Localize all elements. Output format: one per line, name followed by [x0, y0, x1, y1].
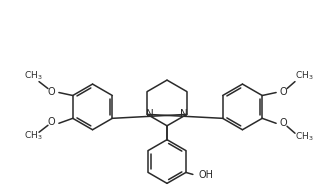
Text: CH$_3$: CH$_3$ — [24, 69, 43, 82]
Text: OH: OH — [199, 170, 214, 180]
Text: N: N — [180, 109, 188, 119]
Text: N: N — [146, 109, 154, 119]
Text: O: O — [279, 118, 287, 128]
Text: CH$_3$: CH$_3$ — [294, 69, 313, 82]
Text: CH$_3$: CH$_3$ — [24, 130, 43, 142]
Text: O: O — [47, 87, 55, 96]
Text: O: O — [279, 87, 287, 96]
Text: CH$_3$: CH$_3$ — [294, 131, 313, 143]
Text: O: O — [47, 117, 55, 127]
